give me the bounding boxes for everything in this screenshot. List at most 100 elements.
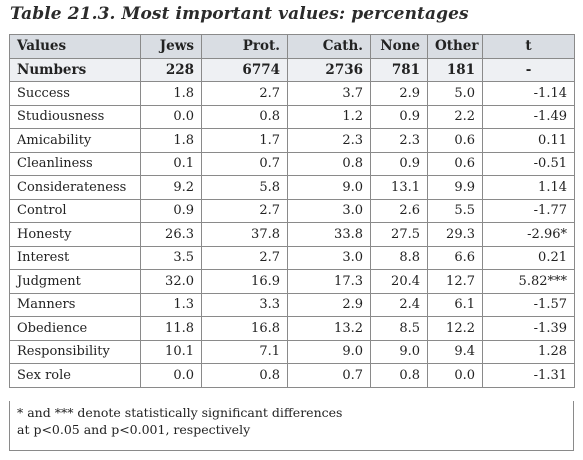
table-cell: 3.0: [287, 198, 371, 223]
table-cell: 0.21: [482, 245, 575, 270]
column-header-t: t: [482, 34, 575, 59]
column-header-cath: Cath.: [287, 34, 371, 59]
table-cell: 3.0: [287, 245, 371, 270]
table-cell: -1.77: [482, 198, 575, 223]
table-row: Interest 3.5 2.7 3.0 8.8 6.6 0.21: [9, 245, 575, 270]
row-label: Success: [9, 81, 141, 106]
table-cell: 0.6: [427, 128, 483, 153]
table-row: Manners 1.3 3.3 2.9 2.4 6.1 -1.57: [9, 292, 575, 317]
table-cell: 2.7: [201, 198, 288, 223]
column-header-prot: Prot.: [201, 34, 288, 59]
table-cell: 27.5: [370, 222, 428, 247]
table-cell: 1.8: [140, 81, 202, 106]
table-cell: 9.0: [370, 339, 428, 364]
table-cell: 0.8: [201, 363, 288, 388]
row-label: Studiousness: [9, 104, 141, 129]
table-cell: 7.1: [201, 339, 288, 364]
table-cell: 2.9: [287, 292, 371, 317]
table-cell: 1.14: [482, 175, 575, 200]
table-cell: 0.9: [140, 198, 202, 223]
table-cell: 32.0: [140, 269, 202, 294]
table-row: Responsibility 10.1 7.1 9.0 9.0 9.4 1.28: [9, 339, 575, 364]
table-cell: 0.1: [140, 151, 202, 176]
table-cell: 1.2: [287, 104, 371, 129]
numbers-row: Numbers 228 6774 2736 781 181 -: [9, 57, 575, 82]
table-cell: 0.0: [427, 363, 483, 388]
row-label: Amicability: [9, 128, 141, 153]
table-cell: 0.11: [482, 128, 575, 153]
table-cell: 11.8: [140, 316, 202, 341]
table-cell: 20.4: [370, 269, 428, 294]
table-cell: 16.9: [201, 269, 288, 294]
row-label: Honesty: [9, 222, 141, 247]
numbers-cell: 2736: [287, 57, 371, 82]
table-cell: 0.8: [370, 363, 428, 388]
table-cell: 5.8: [201, 175, 288, 200]
table-cell: -1.14: [482, 81, 575, 106]
table-cell: 0.9: [370, 151, 428, 176]
table-cell: 6.6: [427, 245, 483, 270]
table-cell: 10.1: [140, 339, 202, 364]
table-cell: 5.5: [427, 198, 483, 223]
row-label: Responsibility: [9, 339, 141, 364]
table-cell: 2.7: [201, 81, 288, 106]
numbers-label: Numbers: [9, 57, 141, 82]
table-cell: 1.28: [482, 339, 575, 364]
row-label: Considerateness: [9, 175, 141, 200]
table-row: Honesty 26.3 37.8 33.8 27.5 29.3 -2.96*: [9, 222, 575, 247]
table-cell: 9.0: [287, 339, 371, 364]
table-cell: -1.49: [482, 104, 575, 129]
table-cell: -0.51: [482, 151, 575, 176]
column-header-none: None: [370, 34, 428, 59]
table-row: Cleanliness 0.1 0.7 0.8 0.9 0.6 -0.51: [9, 151, 575, 176]
table-cell: 2.2: [427, 104, 483, 129]
row-label: Control: [9, 198, 141, 223]
table-cell: 2.3: [370, 128, 428, 153]
table-cell: 1.7: [201, 128, 288, 153]
table-cell: 2.9: [370, 81, 428, 106]
table-cell: 0.6: [427, 151, 483, 176]
table-cell: 6.1: [427, 292, 483, 317]
numbers-cell: 181: [427, 57, 483, 82]
table-row: Obedience 11.8 16.8 13.2 8.5 12.2 -1.39: [9, 316, 575, 341]
table-cell: 9.9: [427, 175, 483, 200]
column-header-other: Other: [427, 34, 483, 59]
table-cell: 17.3: [287, 269, 371, 294]
table-cell: 0.7: [287, 363, 371, 388]
table-row: Judgment 32.0 16.9 17.3 20.4 12.7 5.82***: [9, 269, 575, 294]
table-row: Success 1.8 2.7 3.7 2.9 5.0 -1.14: [9, 81, 575, 106]
table-cell: 0.9: [370, 104, 428, 129]
table-cell: 0.7: [201, 151, 288, 176]
row-label: Cleanliness: [9, 151, 141, 176]
table-cell: 12.2: [427, 316, 483, 341]
table-cell: -1.57: [482, 292, 575, 317]
column-header-jews: Jews: [140, 34, 202, 59]
numbers-cell: -: [482, 57, 575, 82]
table-cell: 2.6: [370, 198, 428, 223]
table-cell: -1.31: [482, 363, 575, 388]
table-row: Considerateness 9.2 5.8 9.0 13.1 9.9 1.14: [9, 175, 575, 200]
table-cell: 5.0: [427, 81, 483, 106]
table-cell: -2.96*: [482, 222, 575, 247]
table-cell: 0.8: [287, 151, 371, 176]
numbers-cell: 781: [370, 57, 428, 82]
table-cell: 9.2: [140, 175, 202, 200]
row-label: Manners: [9, 292, 141, 317]
table-cell: 33.8: [287, 222, 371, 247]
table-cell: 0.0: [140, 363, 202, 388]
table-cell: 13.1: [370, 175, 428, 200]
table-cell: 37.8: [201, 222, 288, 247]
table-row: Studiousness 0.0 0.8 1.2 0.9 2.2 -1.49: [9, 104, 575, 129]
table-cell: 2.3: [287, 128, 371, 153]
row-label: Judgment: [9, 269, 141, 294]
table-row: Amicability 1.8 1.7 2.3 2.3 0.6 0.11: [9, 128, 575, 153]
numbers-cell: 6774: [201, 57, 288, 82]
table-row: Sex role 0.0 0.8 0.7 0.8 0.0 -1.31: [9, 363, 575, 388]
table-cell: 29.3: [427, 222, 483, 247]
header-row: Values Jews Prot. Cath. None Other t: [9, 34, 575, 59]
table-cell: 2.4: [370, 292, 428, 317]
column-header-values: Values: [9, 34, 141, 59]
footnote-line: * and *** denote statistically significa…: [17, 405, 343, 420]
table-footnote: * and *** denote statistically significa…: [9, 401, 574, 451]
table-cell: 3.5: [140, 245, 202, 270]
